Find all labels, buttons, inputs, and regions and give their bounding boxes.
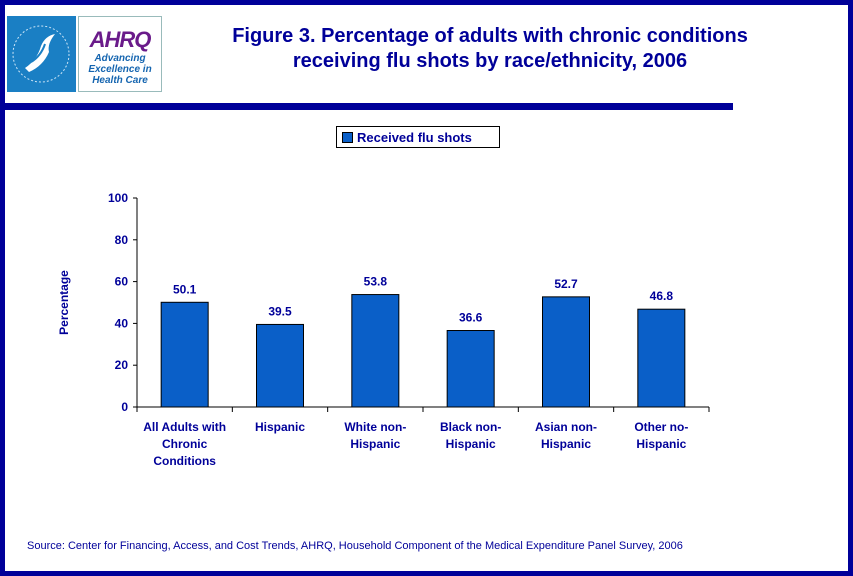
logo: AHRQ Advancing Excellence in Health Care (7, 16, 162, 92)
x-tick-label: Chronic (162, 437, 208, 451)
x-tick-label: Black non- (440, 420, 501, 434)
y-tick-label: 100 (108, 191, 128, 205)
ahrq-tagline-2: Excellence in (88, 64, 152, 75)
y-tick-label: 20 (115, 358, 129, 372)
legend-label: Received flu shots (357, 129, 472, 145)
data-label: 50.1 (173, 282, 197, 296)
bar (160, 301, 209, 408)
x-tick-label: Hispanic (255, 420, 305, 434)
y-tick-label: 80 (115, 233, 129, 247)
data-label: 39.5 (268, 304, 292, 318)
y-tick-label: 0 (121, 400, 128, 414)
y-tick-label: 40 (115, 316, 129, 330)
source-note: Source: Center for Financing, Access, an… (27, 540, 683, 552)
eagle-icon (12, 25, 70, 83)
x-tick-label: Asian non- (535, 420, 597, 434)
ahrq-wordmark: AHRQ (89, 27, 152, 52)
bar (637, 308, 686, 408)
chart-frame (5, 5, 848, 571)
chart-title: Figure 3. Percentage of adults with chro… (190, 24, 790, 74)
x-tick-label: Hispanic (350, 437, 400, 451)
bar (351, 294, 400, 408)
legend: Received flu shots (336, 126, 500, 148)
title-line-2: receiving flu shots by race/ethnicity, 2… (292, 50, 688, 72)
hhs-logo (7, 16, 76, 92)
x-tick-label: Hispanic (541, 437, 591, 451)
data-label: 46.8 (650, 289, 674, 303)
x-tick-label: Hispanic (446, 437, 496, 451)
bar (542, 296, 590, 408)
x-tick-label: Conditions (153, 454, 216, 468)
header-divider (0, 103, 733, 110)
data-label: 53.8 (364, 275, 388, 289)
data-label: 36.6 (459, 311, 483, 325)
x-tick-label: Other no- (634, 420, 688, 434)
ahrq-tagline-1: Advancing (94, 53, 146, 64)
x-tick-label: All Adults with (143, 420, 226, 434)
legend-swatch (342, 131, 353, 143)
bar (256, 323, 304, 408)
y-axis-label: Percentage (57, 270, 71, 335)
x-tick-label: Hispanic (636, 437, 686, 451)
title-line-1: Figure 3. Percentage of adults with chro… (232, 25, 748, 47)
y-tick-label: 60 (115, 275, 129, 289)
ahrq-tagline-3: Health Care (92, 75, 148, 86)
data-label: 52.7 (554, 277, 578, 291)
bar (446, 330, 495, 408)
x-tick-label: White non- (344, 420, 406, 434)
ahrq-logo: AHRQ Advancing Excellence in Health Care (78, 16, 162, 92)
